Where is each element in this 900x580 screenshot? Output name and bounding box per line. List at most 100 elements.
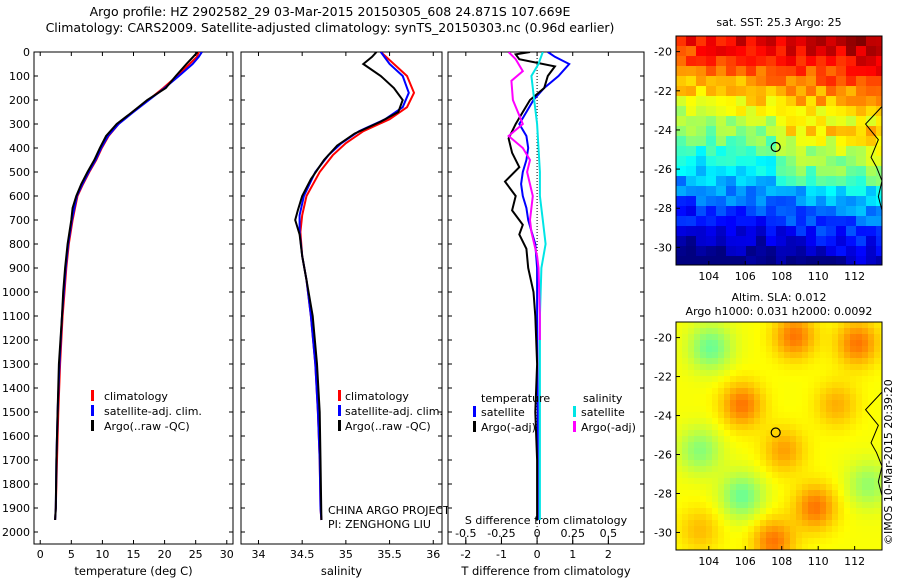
sla-cell — [844, 520, 851, 527]
difference-profile-panel: -2 -1 0 1 2-0.5 -0.25 0 0.25 0.5S difference fro… — [447, 51, 645, 578]
sst-cell — [706, 66, 717, 77]
sla-cell — [880, 328, 882, 335]
sst-cell — [776, 146, 787, 157]
sla-cell — [832, 472, 839, 479]
sst-field — [676, 36, 882, 265]
diff-series-s-argo — [507, 52, 541, 340]
sla-cell — [676, 328, 683, 335]
sla-cell — [868, 472, 875, 479]
sst-cell — [746, 96, 757, 107]
sla-cell — [676, 478, 683, 485]
sla-cell — [826, 538, 833, 545]
sla-cell — [766, 466, 773, 473]
sla-cell — [820, 334, 827, 341]
sst-cell — [696, 86, 707, 97]
sst-cell — [836, 106, 847, 117]
sla-cell — [838, 370, 845, 377]
sst-cell — [806, 86, 817, 97]
sla-cell — [760, 352, 767, 359]
sla-cell — [694, 466, 701, 473]
sla-cell — [700, 490, 707, 497]
sst-cell — [836, 66, 847, 77]
sla-cell — [718, 502, 725, 509]
sal-xlabel: salinity — [321, 564, 362, 578]
sla-cell — [790, 376, 797, 383]
sla-cell — [700, 406, 707, 413]
sla-cell — [766, 406, 773, 413]
sla-cell — [832, 532, 839, 539]
sla-cell — [748, 430, 755, 437]
sla-cell — [682, 496, 689, 503]
sst-cell — [686, 176, 697, 187]
sst-cell — [756, 196, 767, 207]
sla-cell — [838, 412, 845, 419]
sla-cell — [826, 400, 833, 407]
sst-cell — [756, 126, 767, 137]
sst-cell — [836, 116, 847, 127]
sla-cell — [826, 334, 833, 341]
temp-ytick-label: 900 — [9, 262, 30, 275]
sst-cell — [866, 256, 877, 265]
sla-cell — [832, 364, 839, 371]
sst-cell — [856, 126, 867, 137]
sla-cell — [814, 466, 821, 473]
sst-cell — [746, 126, 757, 137]
sla-cell — [772, 532, 779, 539]
sst-cell — [816, 176, 827, 187]
sst-cell — [796, 136, 807, 147]
sla-cell — [712, 514, 719, 521]
sst-cell — [786, 136, 797, 147]
sla-cell — [874, 406, 881, 413]
sst-cell — [856, 96, 867, 107]
sla-cell — [700, 442, 707, 449]
sla-cell — [820, 346, 827, 353]
sla-cell — [814, 514, 821, 521]
sla-cell — [826, 394, 833, 401]
sst-cell — [806, 246, 817, 257]
sst-cell — [726, 236, 737, 247]
temp-xtick-label: 15 — [127, 548, 141, 561]
sst-cell — [876, 216, 882, 227]
sst-cell — [696, 46, 707, 57]
sla-cell — [802, 466, 809, 473]
sla-cell — [772, 364, 779, 371]
sla-cell — [790, 466, 797, 473]
sst-cell — [676, 236, 687, 247]
sla-cell — [808, 406, 815, 413]
sla-cell — [694, 346, 701, 353]
sla-cell — [730, 532, 737, 539]
sla-cell — [742, 412, 749, 419]
sla-cell — [844, 448, 851, 455]
sla-cell — [682, 370, 689, 377]
sst-cell — [696, 206, 707, 217]
sla-cell — [784, 508, 791, 515]
sla-cell — [862, 406, 869, 413]
sst-cell — [846, 146, 857, 157]
sla-cell — [880, 532, 882, 539]
sla-cell — [682, 490, 689, 497]
sst-cell — [796, 236, 807, 247]
sla-cell — [730, 328, 737, 335]
sst-cell — [786, 56, 797, 67]
sla-cell — [820, 538, 827, 545]
sst-cell — [876, 226, 882, 237]
sla-cell — [880, 526, 882, 533]
sla-cell — [820, 418, 827, 425]
sla-cell — [724, 334, 731, 341]
sla-cell — [688, 442, 695, 449]
sla-cell — [748, 412, 755, 419]
sla-cell — [838, 538, 845, 545]
sla-cell — [676, 544, 683, 550]
sla-cell — [718, 376, 725, 383]
sla-cell — [754, 520, 761, 527]
sla-cell — [712, 328, 719, 335]
sla-cell — [844, 346, 851, 353]
sla-frame — [675, 321, 883, 551]
sst-cell — [816, 236, 827, 247]
sst-cell — [726, 156, 737, 167]
sla-cell — [712, 520, 719, 527]
sla-cell — [730, 376, 737, 383]
sla-cell — [700, 472, 707, 479]
sla-cell — [820, 442, 827, 449]
sla-cell — [796, 340, 803, 347]
